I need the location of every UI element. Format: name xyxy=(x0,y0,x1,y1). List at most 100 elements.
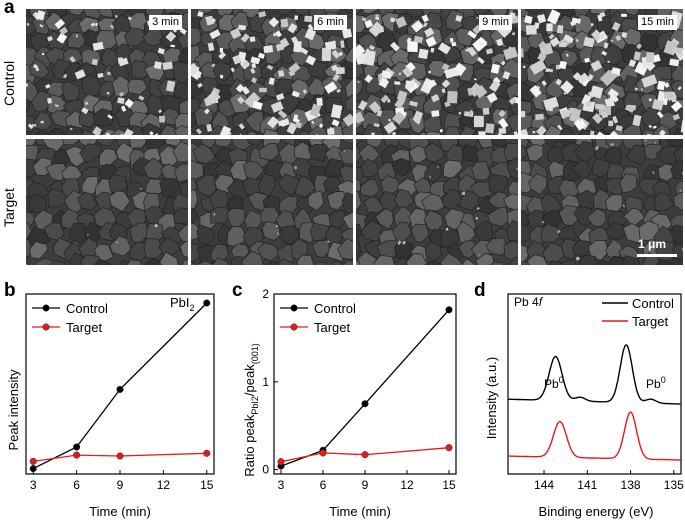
grain xyxy=(192,143,216,165)
pbi2-grain xyxy=(45,83,51,89)
pbi2-grain xyxy=(449,37,454,43)
x-tick-label: 9 xyxy=(362,478,369,492)
series-line-target xyxy=(33,452,207,463)
grain xyxy=(471,161,491,181)
pbi2-grain xyxy=(581,94,592,106)
pbi2-grain xyxy=(304,28,317,41)
data-point xyxy=(445,444,453,452)
pbi2-grain xyxy=(585,100,593,107)
grain xyxy=(423,114,442,135)
pbi2-grain xyxy=(423,22,428,28)
pbi2-grain xyxy=(86,233,89,236)
pbi2-grain xyxy=(632,114,642,127)
pbi2-grain xyxy=(521,129,529,135)
pbi2-grain xyxy=(219,48,223,53)
pbi2-grain xyxy=(277,109,287,119)
pbi2-grain xyxy=(563,92,567,95)
pbi2-grain xyxy=(560,80,574,94)
data-point xyxy=(203,449,211,457)
pbi2-grain xyxy=(387,118,392,122)
pbi2-grain xyxy=(92,126,102,135)
pbi2-grain xyxy=(679,189,682,192)
pbi2-grain xyxy=(232,54,242,65)
grain xyxy=(503,143,518,161)
pbi2-grain xyxy=(250,56,261,65)
grain xyxy=(124,27,147,47)
pbi2-grain xyxy=(104,132,111,135)
pbi2-grain xyxy=(615,125,623,132)
grain xyxy=(98,9,116,18)
grain xyxy=(672,243,683,263)
pbi2-grain xyxy=(513,131,518,135)
grain xyxy=(308,125,328,135)
pbi2-grain xyxy=(238,123,245,130)
grain xyxy=(68,9,86,17)
pbi2-grain xyxy=(590,130,595,135)
grain xyxy=(178,180,188,200)
pbi2-grain xyxy=(165,80,176,92)
chart-c-xlabel: Time (min) xyxy=(329,504,391,519)
grain xyxy=(173,163,188,183)
pbi2-grain xyxy=(197,82,203,88)
grain xyxy=(196,224,216,245)
grain xyxy=(521,144,529,161)
pbi2-grain xyxy=(486,92,498,104)
pbi2-grain xyxy=(258,11,267,18)
pbi2-grain xyxy=(446,91,458,104)
pbi2-grain xyxy=(263,45,274,54)
grain xyxy=(214,139,233,148)
pbi2-grain xyxy=(411,20,424,33)
pbi2-grain xyxy=(197,11,204,18)
grain xyxy=(178,46,188,66)
pbi2-grain xyxy=(664,82,670,88)
pbi2-grain xyxy=(589,85,604,99)
pbi2-grain xyxy=(155,133,159,135)
pbi2-grain xyxy=(213,212,216,216)
pbi2-grain xyxy=(669,58,680,67)
pbi2-grain xyxy=(426,79,437,89)
pbi2-grain xyxy=(311,120,315,125)
x-tick-label: 144 xyxy=(534,478,554,492)
pbi2-grain xyxy=(599,69,617,87)
peak-label-1: Pb0 xyxy=(544,375,564,391)
pbi2-grain xyxy=(302,89,307,94)
pbi2-grain xyxy=(241,86,250,95)
pbi2-grain xyxy=(277,232,280,235)
pbi2-grain xyxy=(549,37,561,48)
pbi2-grain xyxy=(402,240,406,245)
pbi2-grain xyxy=(609,93,619,103)
grain xyxy=(376,48,397,69)
grain xyxy=(674,127,683,135)
pbi2-grain xyxy=(482,107,490,116)
grain xyxy=(246,139,264,147)
grain xyxy=(421,193,446,212)
pbi2-grain xyxy=(395,16,407,29)
pbi2-grain xyxy=(383,121,397,135)
grain xyxy=(558,259,577,265)
pbi2-grain xyxy=(682,172,683,175)
pbi2-grain xyxy=(468,109,474,116)
pbi2-grain xyxy=(292,117,300,124)
time-label: 3 min xyxy=(149,15,182,30)
pbi2-grain xyxy=(75,243,77,245)
pbi2-grain xyxy=(84,101,89,106)
pbi2-grain xyxy=(336,88,341,93)
grain xyxy=(47,188,70,208)
grain xyxy=(26,98,31,114)
grain xyxy=(356,132,366,135)
pbi2-grain xyxy=(496,38,504,47)
pbi2-grain xyxy=(677,86,682,91)
pbi2-grain xyxy=(409,100,418,107)
pbi2-grain xyxy=(598,33,606,40)
grain xyxy=(440,252,463,265)
legend-label: Control xyxy=(632,296,674,311)
grain xyxy=(32,156,53,176)
pbi2-grain xyxy=(473,84,488,99)
pbi2-grain xyxy=(97,72,104,78)
data-point xyxy=(361,400,369,408)
pbi2-grain xyxy=(500,60,506,66)
pbi2-grain xyxy=(47,36,53,42)
pbi2-grain xyxy=(601,50,608,56)
grain xyxy=(49,110,72,128)
